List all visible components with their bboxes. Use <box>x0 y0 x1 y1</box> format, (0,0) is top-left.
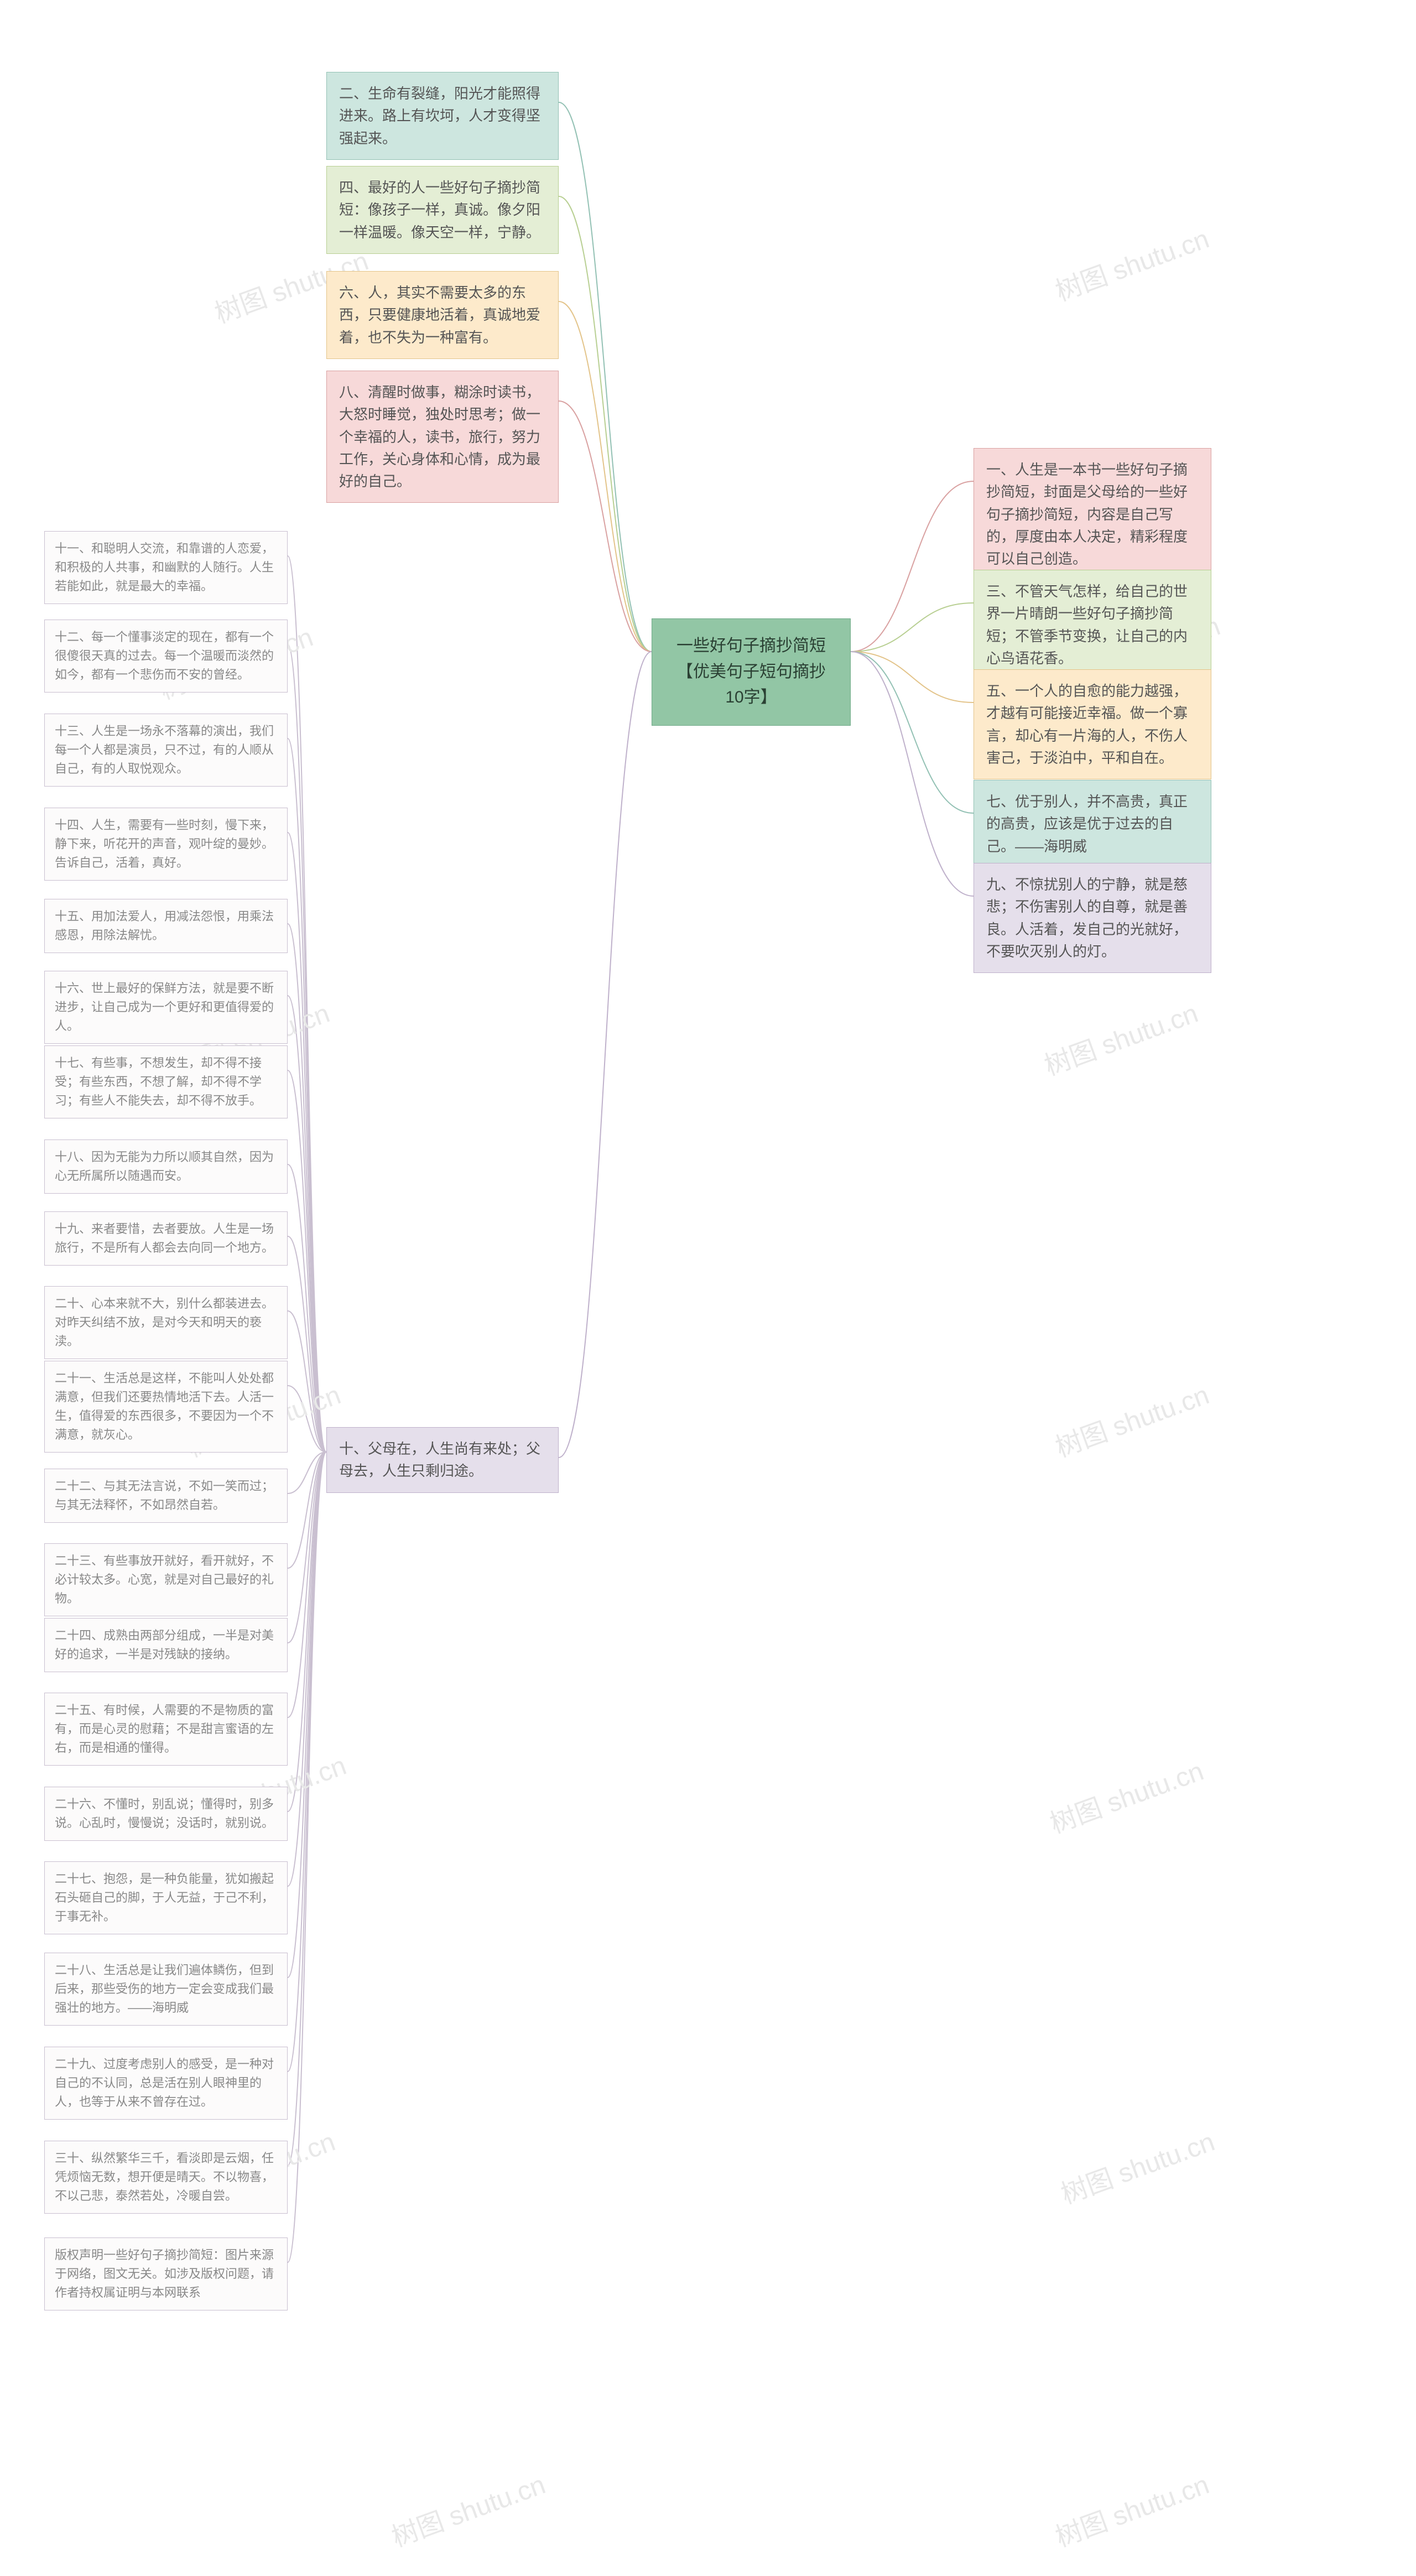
mindmap-node-r7: 七、优于别人，并不高贵，真正的高贵，应该是优于过去的自己。——海明威 <box>974 780 1211 868</box>
mindmap-node-s11: 十一、和聪明人交流，和靠谱的人恋爱，和积极的人共事，和幽默的人随行。人生若能如此… <box>44 531 288 604</box>
mindmap-node-s18: 十八、因为无能为力所以顺其自然，因为心无所属所以随遇而安。 <box>44 1139 288 1194</box>
mindmap-node-l10: 十、父母在，人生尚有来处；父母去，人生只剩归途。 <box>326 1427 559 1493</box>
root-node: 一些好句子摘抄简短【优美句子短句摘抄10字】 <box>652 618 851 726</box>
mindmap-node-s21: 二十一、生活总是这样，不能叫人处处都满意，但我们还要热情地活下去。人活一生，值得… <box>44 1361 288 1453</box>
watermark: 树图 shutu.cn <box>1049 217 1214 308</box>
mindmap-node-s20: 二十、心本来就不大，别什么都装进去。对昨天纠结不放，是对今天和明天的亵渎。 <box>44 1286 288 1359</box>
mindmap-node-s31: 版权声明一些好句子摘抄简短：图片来源于网络，图文无关。如涉及版权问题，请作者持权… <box>44 2237 288 2310</box>
mindmap-node-r1: 一、人生是一本书一些好句子摘抄简短，封面是父母给的一些好句子摘抄简短，内容是自己… <box>974 448 1211 580</box>
mindmap-node-l4: 四、最好的人一些好句子摘抄简短：像孩子一样，真诚。像夕阳一样温暖。像天空一样，宁… <box>326 166 559 254</box>
mindmap-node-r3: 三、不管天气怎样，给自己的世界一片晴朗一些好句子摘抄简短；不管季节变换，让自己的… <box>974 570 1211 680</box>
mindmap-node-s24: 二十四、成熟由两部分组成，一半是对美好的追求，一半是对残缺的接纳。 <box>44 1618 288 1672</box>
mindmap-node-s15: 十五、用加法爱人，用减法怨恨，用乘法感恩，用除法解忧。 <box>44 899 288 953</box>
watermark: 树图 shutu.cn <box>1049 2463 1214 2554</box>
mindmap-node-s28: 二十八、生活总是让我们遍体鳞伤，但到后来，那些受伤的地方一定会变成我们最强壮的地… <box>44 1953 288 2026</box>
mindmap-node-s13: 十三、人生是一场永不落幕的演出，我们每一个人都是演员，只不过，有的人顺从自己，有… <box>44 714 288 787</box>
watermark: 树图 shutu.cn <box>1038 991 1202 1083</box>
mindmap-node-s12: 十二、每一个懂事淡定的现在，都有一个很傻很天真的过去。每一个温暖而淡然的如今，都… <box>44 620 288 693</box>
mindmap-node-r5: 五、一个人的自愈的能力越强，才越有可能接近幸福。做一个寡言，却心有一片海的人，不… <box>974 669 1211 779</box>
mindmap-node-r9: 九、不惊扰别人的宁静，就是慈悲；不伤害别人的自尊，就是善良。人活着，发自己的光就… <box>974 863 1211 973</box>
mindmap-node-s16: 十六、世上最好的保鲜方法，就是要不断进步，让自己成为一个更好和更值得爱的人。 <box>44 971 288 1044</box>
mindmap-node-s30: 三十、纵然繁华三千，看淡即是云烟，任凭烦恼无数，想开便是晴天。不以物喜，不以己悲… <box>44 2141 288 2214</box>
mindmap-node-s22: 二十二、与其无法言说，不如一笑而过；与其无法释怀，不如昂然自若。 <box>44 1469 288 1523</box>
mindmap-node-s25: 二十五、有时候，人需要的不是物质的富有，而是心灵的慰藉；不是甜言蜜语的左右，而是… <box>44 1693 288 1766</box>
watermark: 树图 shutu.cn <box>1049 1373 1214 1464</box>
mindmap-node-l8: 八、清醒时做事，糊涂时读书，大怒时睡觉，独处时思考；做一个幸福的人，读书，旅行，… <box>326 371 559 503</box>
watermark: 树图 shutu.cn <box>1055 2120 1219 2211</box>
mindmap-node-s17: 十七、有些事，不想发生，却不得不接受；有些东西，不想了解，却不得不学习；有些人不… <box>44 1045 288 1118</box>
mindmap-node-s14: 十四、人生，需要有一些时刻，慢下来，静下来，听花开的声音，观叶绽的曼妙。告诉自己… <box>44 808 288 881</box>
mindmap-node-l6: 六、人，其实不需要太多的东西，只要健康地活着，真诚地爱着，也不失为一种富有。 <box>326 271 559 359</box>
mindmap-node-s26: 二十六、不懂时，别乱说；懂得时，别多说。心乱时，慢慢说；没话时，就别说。 <box>44 1787 288 1841</box>
watermark: 树图 shutu.cn <box>1044 1749 1208 1840</box>
watermark: 树图 shutu.cn <box>386 2463 550 2554</box>
mindmap-node-s29: 二十九、过度考虑别人的感受，是一种对自己的不认同，总是活在别人眼神里的人，也等于… <box>44 2047 288 2120</box>
mindmap-node-l2: 二、生命有裂缝，阳光才能照得进来。路上有坎坷，人才变得坚强起来。 <box>326 72 559 160</box>
mindmap-node-s23: 二十三、有些事放开就好，看开就好，不必计较太多。心宽，就是对自己最好的礼物。 <box>44 1543 288 1616</box>
mindmap-node-s19: 十九、来者要惜，去者要放。人生是一场旅行，不是所有人都会去向同一个地方。 <box>44 1211 288 1266</box>
mindmap-node-s27: 二十七、抱怨，是一种负能量，犹如搬起石头砸自己的脚，于人无益，于己不利，于事无补… <box>44 1861 288 1934</box>
